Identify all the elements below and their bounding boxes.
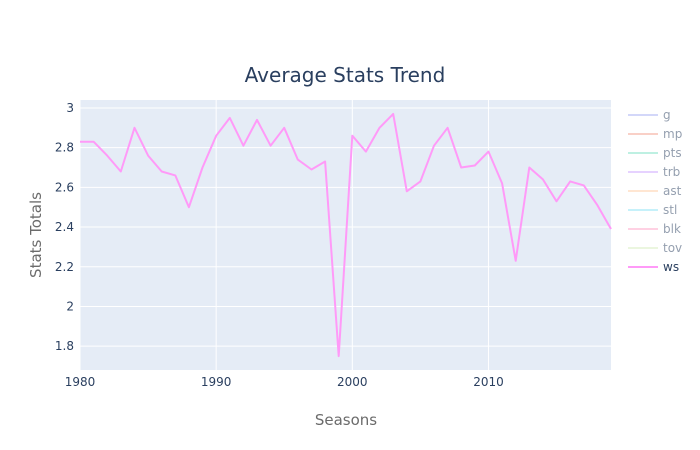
legend-item-ws[interactable]: ws: [628, 260, 679, 274]
x-axis-title: Seasons: [315, 411, 377, 429]
y-tick-label: 1.8: [55, 339, 74, 353]
legend-item-stl[interactable]: stl: [628, 203, 677, 217]
x-tick-label: 2010: [473, 375, 504, 389]
y-tick-label: 2.6: [55, 180, 74, 194]
x-tick-label: 1990: [201, 375, 232, 389]
legend-label: ws: [663, 260, 679, 274]
legend-item-g[interactable]: g: [628, 108, 671, 122]
legend-label: ast: [663, 184, 682, 198]
y-tick-label: 2.2: [55, 260, 74, 274]
legend-item-blk[interactable]: blk: [628, 222, 681, 236]
legend-item-ast[interactable]: ast: [628, 184, 682, 198]
x-tick-label: 2000: [337, 375, 368, 389]
legend-label: trb: [663, 165, 680, 179]
series-line-ws: [80, 112, 612, 358]
x-tick-labels: 1980 1990 2000 2010: [65, 375, 504, 389]
legend-label: g: [663, 108, 671, 122]
y-tick-label: 3: [66, 101, 74, 115]
legend-item-trb[interactable]: trb: [628, 165, 680, 179]
chart-title: Average Stats Trend: [245, 63, 446, 87]
legend-label: blk: [663, 222, 681, 236]
grid: [79, 100, 611, 370]
series-lines: [80, 112, 612, 358]
y-tick-labels: 1.8 2 2.2 2.4 2.6 2.8 3: [55, 101, 74, 353]
legend-item-tov[interactable]: tov: [628, 241, 682, 255]
legend-label: mp: [663, 127, 682, 141]
y-tick-label: 2.8: [55, 141, 74, 155]
legend-label: tov: [663, 241, 682, 255]
y-axis-title: Stats Totals: [27, 192, 45, 278]
legend-item-mp[interactable]: mp: [628, 127, 682, 141]
y-tick-label: 2.4: [55, 220, 74, 234]
x-tick-label: 1980: [65, 375, 96, 389]
legend-label: stl: [663, 203, 677, 217]
legend-label: pts: [663, 146, 682, 160]
legend-item-pts[interactable]: pts: [628, 146, 682, 160]
y-tick-label: 2: [66, 299, 74, 313]
legend: g mp pts trb ast stl blk tov ws: [628, 108, 682, 274]
